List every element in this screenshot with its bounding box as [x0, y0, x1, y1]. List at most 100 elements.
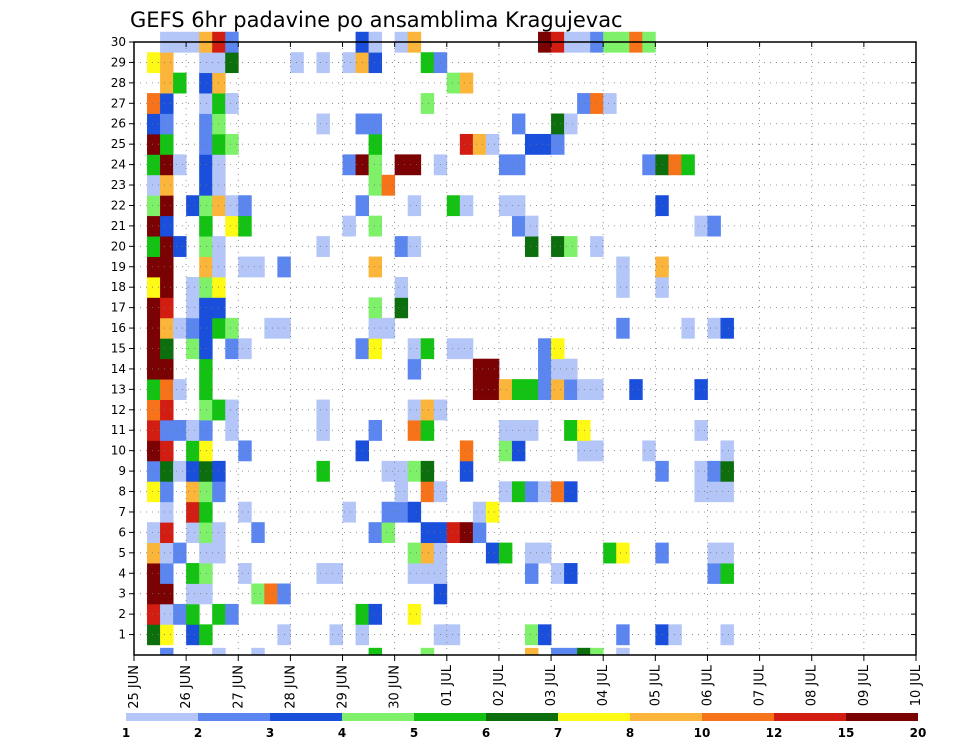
heatmap-cell [160, 647, 174, 656]
heatmap-cell [199, 317, 213, 339]
heatmap-cell [199, 297, 213, 319]
heatmap-cell [160, 603, 174, 625]
heatmap-cell [459, 133, 474, 155]
heatmap-cell [147, 236, 161, 257]
heatmap-cell [538, 624, 552, 646]
heatmap-cell [147, 317, 161, 339]
heatmap-cell [160, 236, 174, 257]
heatmap-cell [199, 72, 213, 94]
heatmap-cell [577, 379, 591, 400]
y-tick-label: 14 [111, 362, 126, 376]
heatmap-cell [525, 420, 539, 441]
heatmap-cell [199, 133, 213, 155]
heatmap-cell [564, 113, 578, 135]
heatmap-cell [160, 317, 174, 339]
heatmap-cell [147, 603, 161, 625]
heatmap-cell [551, 358, 565, 380]
heatmap-cell [381, 317, 396, 339]
heatmap-cell [212, 647, 226, 656]
heatmap-cell [694, 460, 708, 482]
heatmap-cell [459, 338, 474, 360]
colorbar-swatch [198, 713, 270, 721]
x-tick-label: 28 JUN [283, 665, 298, 709]
y-tick-label: 28 [111, 76, 126, 90]
heatmap-cell [160, 195, 174, 217]
heatmap-cell [407, 460, 422, 482]
heatmap-cell [147, 563, 161, 584]
heatmap-cell [551, 379, 565, 400]
y-tick-label: 11 [111, 423, 126, 437]
heatmap-cell [160, 52, 174, 74]
heatmap-cell [407, 338, 422, 360]
heatmap-cell [603, 93, 617, 114]
heatmap-cell [707, 563, 721, 584]
x-tick-label: 07 JUL [753, 664, 768, 706]
heatmap-cell [525, 647, 539, 656]
heatmap-cell [720, 481, 734, 503]
heatmap-cell [225, 93, 239, 114]
heatmap-cell [199, 358, 213, 380]
heatmap-cell [186, 481, 200, 503]
colorbar-swatch [630, 713, 702, 721]
heatmap-cell [368, 256, 383, 278]
heatmap-cell [616, 256, 630, 278]
heatmap-cell [629, 379, 643, 400]
heatmap-cell [160, 583, 174, 605]
heatmap-cell [446, 624, 461, 646]
heatmap-cell [199, 174, 213, 196]
heatmap-cell [538, 358, 552, 380]
heatmap-cell [225, 195, 239, 217]
y-tick-label: 1 [118, 628, 126, 642]
heatmap-cell [225, 52, 239, 74]
heatmap-cell [147, 379, 161, 400]
heatmap-cell [160, 379, 174, 400]
heatmap-cell [564, 236, 578, 257]
heatmap-cell [316, 113, 330, 135]
y-tick-label: 22 [111, 198, 126, 212]
heatmap-cell [173, 542, 187, 564]
heatmap-cell [472, 358, 487, 380]
heatmap-cell [616, 542, 630, 564]
heatmap-cell [368, 113, 383, 135]
heatmap-cell [381, 174, 396, 196]
heatmap-cell [446, 522, 461, 544]
heatmap-cell [225, 420, 239, 441]
heatmap-cell [173, 603, 187, 625]
y-tick-label: 17 [111, 301, 126, 315]
colorbar-tick-label: 15 [838, 726, 855, 740]
heatmap-cell [147, 440, 161, 462]
heatmap-cell [551, 481, 565, 503]
heatmap-cell [368, 215, 383, 237]
heatmap-cell [160, 133, 174, 155]
heatmap-cell [342, 501, 356, 523]
heatmap-cell [538, 379, 552, 400]
heatmap-cell [394, 297, 409, 319]
heatmap-cell [147, 358, 161, 380]
x-tick-label: 06 JUL [700, 664, 715, 706]
heatmap-cell [290, 52, 304, 74]
heatmap-cell [551, 563, 565, 584]
heatmap-cell [342, 154, 356, 176]
heatmap-cell [160, 399, 174, 421]
heatmap-cell [225, 338, 239, 360]
x-tick-label: 25 JUN [127, 665, 142, 709]
heatmap-cell [186, 522, 200, 544]
heatmap-cell [538, 338, 552, 360]
heatmap-cell [160, 215, 174, 237]
heatmap-cell [199, 93, 213, 114]
heatmap-cell [173, 460, 187, 482]
heatmap-cell [485, 358, 500, 380]
heatmap-cell [394, 236, 409, 257]
y-tick-label: 3 [118, 587, 126, 601]
heatmap-cell [368, 522, 383, 544]
heatmap-cell [160, 501, 174, 523]
heatmap-cell [173, 317, 187, 339]
heatmap-cell [577, 93, 591, 114]
heatmap-cell [316, 399, 330, 421]
heatmap-cell [616, 276, 630, 298]
colorbar-tick-label: 6 [482, 726, 490, 740]
heatmap-cell [160, 522, 174, 544]
heatmap-cell [525, 379, 539, 400]
heatmap-cell [225, 133, 239, 155]
heatmap-cell [616, 647, 630, 656]
